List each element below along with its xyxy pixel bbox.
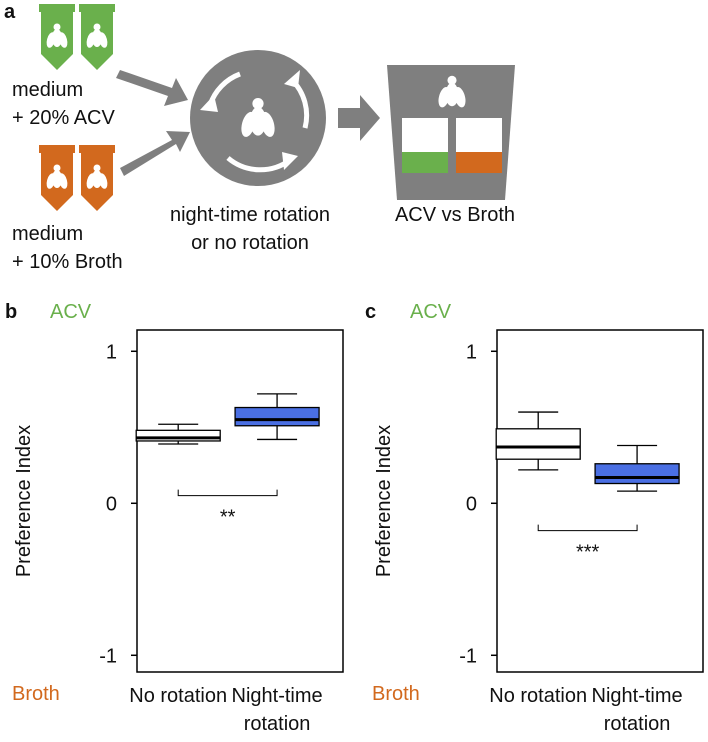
y-axis-label: Preference Index: [13, 425, 35, 577]
diagram-text: ACV vs Broth: [395, 204, 515, 226]
y-tick-label: 0: [466, 493, 477, 515]
panel-label: b: [5, 301, 17, 323]
diagram-shapes: [39, 4, 515, 211]
side-label: ACV: [410, 301, 452, 323]
plot-frame: [136, 329, 344, 673]
y-tick-label: 0: [106, 493, 117, 515]
y-axis-label: Preference Index: [373, 425, 395, 577]
y-tick-label: -1: [99, 645, 117, 667]
significance-label: **: [220, 507, 236, 529]
box: [135, 429, 221, 442]
x-tick-label: No rotation: [489, 685, 588, 707]
box: [234, 406, 320, 427]
diagram-text: or no rotation: [191, 232, 309, 254]
side-label: Broth: [372, 683, 420, 705]
diagram-text: medium: [12, 223, 83, 245]
box: [594, 463, 680, 485]
box: [495, 428, 581, 460]
diagram-text: + 10% Broth: [12, 251, 123, 273]
y-tick-label: 1: [106, 341, 117, 363]
side-label: Broth: [12, 683, 60, 705]
x-tick-label: Night-time rotation: [591, 685, 683, 735]
diagram-text: + 20% ACV: [12, 107, 116, 129]
x-tick-label: Night-time rotation: [231, 685, 323, 735]
x-tick-label: No rotation: [129, 685, 228, 707]
side-label: ACV: [50, 301, 92, 323]
y-tick-label: 1: [466, 341, 477, 363]
diagram-text: night-time rotation: [170, 204, 330, 226]
panel-label: c: [365, 301, 376, 323]
panel-label: a: [4, 1, 16, 23]
significance-label: ***: [576, 542, 600, 564]
y-tick-label: -1: [459, 645, 477, 667]
significance-bracket: [537, 524, 638, 532]
plot-frame: [496, 329, 704, 673]
significance-bracket: [177, 489, 278, 497]
diagram-text: medium: [12, 79, 83, 101]
